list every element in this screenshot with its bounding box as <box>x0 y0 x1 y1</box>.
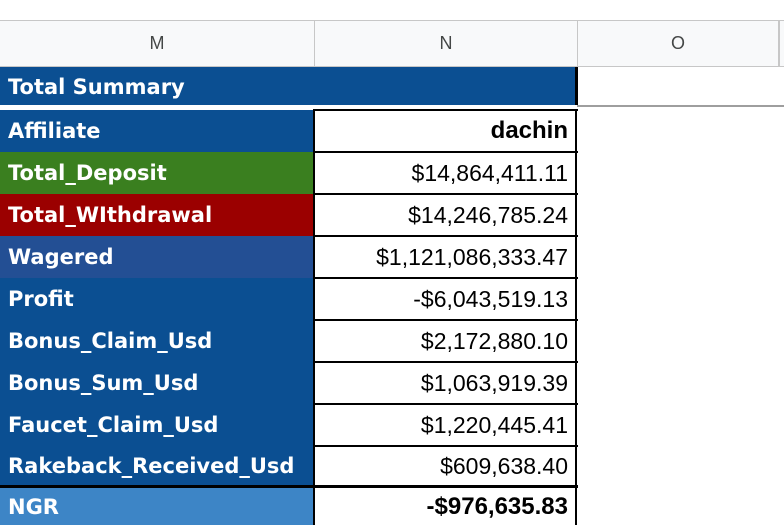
cell-border <box>314 319 578 321</box>
label-bonus-sum-usd: Bonus_Sum_Usd <box>8 371 199 395</box>
cell-border <box>314 277 578 279</box>
column-header-p[interactable] <box>779 20 784 67</box>
value-total-withdrawal: $14,246,785.24 <box>408 201 568 228</box>
label-total-deposit: Total_Deposit <box>8 161 167 185</box>
value-column-left-border <box>313 109 315 525</box>
column-header-m-label: M <box>149 33 165 53</box>
value-profit: -$6,043,519.13 <box>413 285 568 312</box>
merged-cell-border <box>575 67 578 107</box>
value-affiliate: dachin <box>490 117 568 144</box>
cell-border <box>314 445 578 447</box>
total-summary-empty-cell[interactable] <box>314 67 577 107</box>
label-faucet-claim-usd: Faucet_Claim_Usd <box>8 413 219 437</box>
column-header-n-label: N <box>439 33 453 53</box>
total-summary-title-cell[interactable]: Total Summary <box>0 67 314 107</box>
column-divider <box>778 20 779 67</box>
label-cell-bonus-sum-usd[interactable]: Bonus_Sum_Usd <box>0 362 314 404</box>
label-affiliate: Affiliate <box>8 119 101 143</box>
label-ngr: NGR <box>8 494 59 519</box>
cell-border <box>314 403 578 405</box>
value-cell-total-deposit[interactable]: $14,864,411.11 <box>314 152 577 194</box>
column-divider <box>314 20 315 67</box>
cell-border <box>314 361 578 363</box>
ngr-top-border <box>0 485 578 488</box>
label-cell-bonus-claim-usd[interactable]: Bonus_Claim_Usd <box>0 320 314 362</box>
value-cell-faucet-claim-usd[interactable]: $1,220,445.41 <box>314 404 577 446</box>
label-rakeback-received-usd: Rakeback_Received_Usd <box>8 454 295 478</box>
label-total-withdrawal: Total_WIthdrawal <box>8 203 213 227</box>
value-wagered: $1,121,086,333.47 <box>376 243 568 270</box>
cell-border <box>314 235 578 237</box>
column-header-m[interactable]: M <box>0 20 314 67</box>
freeze-pane-divider <box>577 105 784 107</box>
value-bonus-sum-usd: $1,063,919.39 <box>420 369 568 396</box>
row-separator <box>0 105 577 107</box>
label-cell-profit[interactable]: Profit <box>0 278 314 320</box>
label-profit: Profit <box>8 287 74 311</box>
value-cell-total-withdrawal[interactable]: $14,246,785.24 <box>314 194 577 236</box>
value-total-deposit: $14,864,411.11 <box>411 159 568 186</box>
label-wagered: Wagered <box>8 245 114 269</box>
cell-border <box>314 109 578 111</box>
label-cell-ngr[interactable]: NGR <box>0 488 314 525</box>
column-divider <box>577 20 578 67</box>
label-cell-total-deposit[interactable]: Total_Deposit <box>0 152 314 194</box>
value-cell-wagered[interactable]: $1,121,086,333.47 <box>314 236 577 278</box>
value-cell-rakeback-received-usd[interactable]: $609,638.40 <box>314 446 577 486</box>
cell-border <box>314 193 578 195</box>
label-cell-total-withdrawal[interactable]: Total_WIthdrawal <box>0 194 314 236</box>
label-bonus-claim-usd: Bonus_Claim_Usd <box>8 329 213 353</box>
value-cell-profit[interactable]: -$6,043,519.13 <box>314 278 577 320</box>
value-cell-affiliate[interactable]: dachin <box>314 110 577 152</box>
label-cell-faucet-claim-usd[interactable]: Faucet_Claim_Usd <box>0 404 314 446</box>
value-ngr: -$976,635.83 <box>426 492 568 520</box>
label-cell-affiliate[interactable]: Affiliate <box>0 110 314 152</box>
label-cell-rakeback-received-usd[interactable]: Rakeback_Received_Usd <box>0 446 314 486</box>
column-header-n[interactable]: N <box>315 20 577 67</box>
column-header-o-label: O <box>670 33 685 53</box>
label-cell-wagered[interactable]: Wagered <box>0 236 314 278</box>
total-summary-title: Total Summary <box>8 75 185 99</box>
value-cell-ngr[interactable]: -$976,635.83 <box>314 488 577 525</box>
value-cell-bonus-claim-usd[interactable]: $2,172,880.10 <box>314 320 577 362</box>
cell-border <box>314 151 578 153</box>
column-header-o[interactable]: O <box>578 20 778 67</box>
value-cell-bonus-sum-usd[interactable]: $1,063,919.39 <box>314 362 577 404</box>
value-faucet-claim-usd: $1,220,445.41 <box>420 411 568 438</box>
value-rakeback-received-usd: $609,638.40 <box>440 452 568 479</box>
value-bonus-claim-usd: $2,172,880.10 <box>420 327 568 354</box>
